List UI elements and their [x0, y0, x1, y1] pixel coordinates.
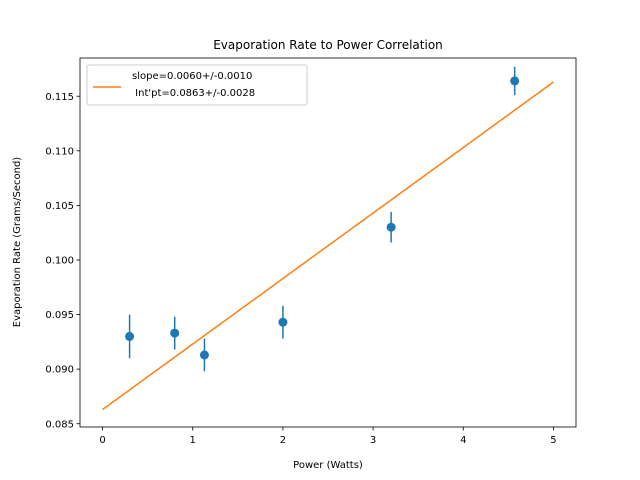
x-tick-label: 3: [370, 435, 376, 446]
x-tick-label: 1: [190, 435, 196, 446]
x-tick-label: 4: [460, 435, 466, 446]
axes-frame: [79, 57, 577, 428]
y-tick-label: 0.090: [45, 365, 74, 376]
data-point: [199, 350, 209, 360]
legend-box: [86, 64, 308, 106]
data-point: [510, 76, 520, 86]
y-tick-label: 0.085: [45, 419, 74, 430]
legend-label-line1: slope=0.0060+/-0.0010: [132, 71, 252, 82]
x-axis-label: Power (Watts): [293, 460, 363, 471]
legend-label-line2: Int'pt=0.0863+/-0.0028: [132, 88, 255, 99]
y-tick-label: 0.110: [45, 146, 74, 157]
x-tick-label: 2: [280, 435, 286, 446]
y-tick-label: 0.105: [45, 201, 74, 212]
chart-title: Evaporation Rate to Power Correlation: [213, 38, 443, 52]
plot-area: [102, 66, 554, 411]
y-tick-label: 0.095: [45, 310, 74, 321]
data-point: [278, 317, 288, 327]
fit-line: [102, 81, 554, 411]
y-tick-label: 0.100: [45, 256, 74, 267]
y-axis-label: Evaporation Rate (Grams/Second): [12, 157, 23, 328]
x-tick-label: 0: [99, 435, 105, 446]
data-point: [170, 328, 180, 338]
x-tick-label: 5: [550, 435, 556, 446]
data-point: [386, 222, 396, 232]
data-point: [125, 331, 135, 341]
y-tick-label: 0.115: [45, 92, 74, 103]
legend: slope=0.0060+/-0.0010 Int'pt=0.0863+/-0.…: [86, 64, 308, 106]
